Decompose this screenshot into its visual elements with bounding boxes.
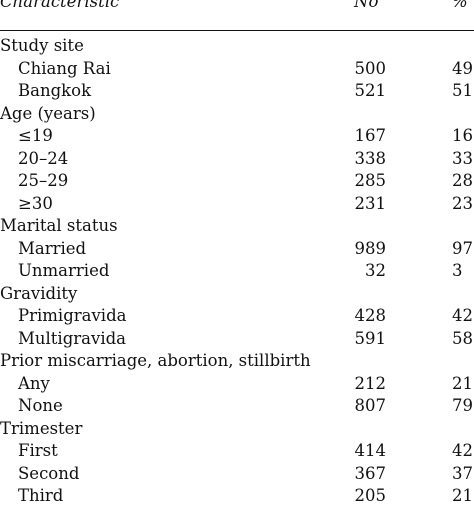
row-count: 205 xyxy=(354,486,387,505)
row-count: 32 xyxy=(365,261,386,280)
row-count: 989 xyxy=(354,238,387,258)
header-characteristic: Characteristic xyxy=(0,0,120,11)
group-row: Gravidity xyxy=(0,282,474,306)
header-no: No xyxy=(354,0,379,11)
row-label: Primigravida xyxy=(18,306,127,325)
row-label: Multigravida xyxy=(18,328,126,348)
row-label: Bangkok xyxy=(18,81,92,100)
table-row: None 807 79 xyxy=(0,394,474,418)
table-row: First 414 42 xyxy=(0,439,474,463)
table-row: Third 205 21 xyxy=(0,484,474,508)
row-label: None xyxy=(18,396,63,415)
row-label: Age (years) xyxy=(0,103,96,123)
row-percent: 51 xyxy=(452,81,473,100)
row-label: ≥30 xyxy=(18,193,53,213)
table-row: Primigravida 428 42 xyxy=(0,304,474,328)
row-label: Married xyxy=(18,238,87,258)
row-label: First xyxy=(18,441,58,460)
row-percent: 42 xyxy=(452,441,473,460)
row-percent: 49 xyxy=(452,58,473,78)
row-percent: 28 xyxy=(452,171,473,190)
row-label: Marital status xyxy=(0,216,118,235)
row-percent: 16 xyxy=(452,126,473,145)
table-row: ≥30 231 23 xyxy=(0,192,474,216)
row-count: 428 xyxy=(354,306,387,325)
group-row: Age (years) xyxy=(0,102,474,126)
row-count: 167 xyxy=(354,126,387,145)
row-percent: 21 xyxy=(452,486,473,505)
row-percent: 42 xyxy=(452,306,473,325)
row-label: 25–29 xyxy=(18,171,69,190)
row-label: Trimester xyxy=(0,418,83,438)
row-count: 414 xyxy=(354,441,387,460)
row-label: Chiang Rai xyxy=(18,58,111,78)
row-count: 807 xyxy=(354,396,387,415)
table-row: Bangkok 521 51 xyxy=(0,79,474,103)
row-percent: 79 xyxy=(452,396,473,415)
row-percent: 33 xyxy=(452,148,473,168)
table-row: Married 989 97 xyxy=(0,237,474,261)
row-label: 20–24 xyxy=(18,148,69,168)
row-count: 500 xyxy=(354,58,387,78)
table-row: Any 212 21 xyxy=(0,372,474,396)
group-row: Study site xyxy=(0,34,474,58)
row-percent: 21 xyxy=(452,373,473,393)
row-label: ≤19 xyxy=(18,126,53,145)
row-percent: 97 xyxy=(452,238,473,258)
group-row: Marital status xyxy=(0,214,474,238)
table-row: Chiang Rai 500 49 xyxy=(0,57,474,81)
header-rule xyxy=(0,30,474,31)
group-row: Prior miscarriage, abortion, stillbirth xyxy=(0,349,474,373)
table-row: Multigravida 591 58 xyxy=(0,327,474,351)
row-percent: 3 xyxy=(452,261,463,280)
row-label: Unmarried xyxy=(18,261,110,280)
row-label: Prior miscarriage, abortion, stillbirth xyxy=(0,351,311,370)
table-row: Unmarried 32 3 xyxy=(0,259,474,283)
group-row: Trimester xyxy=(0,417,474,441)
table-row: 20–24 338 33 xyxy=(0,147,474,171)
row-count: 285 xyxy=(354,171,387,190)
table-row: 25–29 285 28 xyxy=(0,169,474,193)
row-count: 521 xyxy=(354,81,387,100)
header-percent: % xyxy=(452,0,468,11)
row-count: 212 xyxy=(354,373,387,393)
row-percent: 23 xyxy=(452,193,473,213)
row-label: Third xyxy=(18,486,64,505)
row-count: 591 xyxy=(354,328,387,348)
row-percent: 58 xyxy=(452,328,473,348)
row-label: Study site xyxy=(0,36,84,55)
row-label: Any xyxy=(18,373,50,393)
table-row: ≤19 167 16 xyxy=(0,124,474,148)
row-count: 338 xyxy=(354,148,387,168)
row-label: Gravidity xyxy=(0,283,78,303)
row-count: 231 xyxy=(354,193,387,213)
